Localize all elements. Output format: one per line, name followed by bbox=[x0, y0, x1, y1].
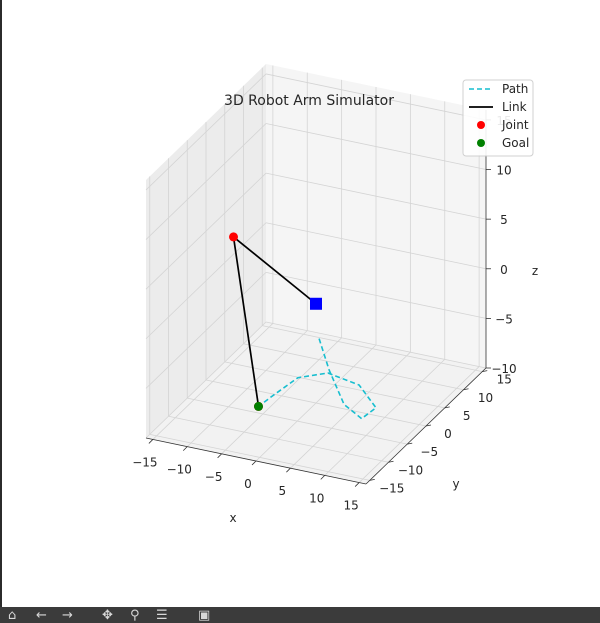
x-tick bbox=[286, 467, 291, 473]
legend: Path Link Joint Goal bbox=[462, 79, 534, 157]
chart-title: 3D Robot Arm Simulator bbox=[224, 93, 394, 109]
z-gridline-back bbox=[265, 271, 487, 319]
z-gridline-back bbox=[265, 172, 487, 220]
y-tick bbox=[407, 442, 413, 445]
y-tick bbox=[388, 460, 394, 463]
x-tick bbox=[354, 482, 360, 487]
y-gridline-floor bbox=[187, 397, 408, 445]
z-gridline-left bbox=[145, 272, 267, 389]
y-tick-label: 0 bbox=[444, 427, 452, 441]
y-tick-label: 5 bbox=[463, 409, 471, 423]
y-tick bbox=[369, 478, 375, 481]
figure-toolbar: ⌂ ← → ✥ ⚲ ☰ ▣ bbox=[0, 607, 600, 623]
y-tick-label: 10 bbox=[478, 391, 493, 405]
y-tick bbox=[463, 388, 469, 391]
x-tick-label: 10 bbox=[309, 491, 324, 505]
y-axis-label: y bbox=[452, 477, 459, 491]
legend-marker-swatch bbox=[477, 139, 485, 147]
y-gridline-floor bbox=[168, 415, 389, 463]
pan-icon[interactable]: ✥ bbox=[102, 608, 113, 623]
back-arrow-icon[interactable]: ← bbox=[36, 608, 47, 623]
axes-panes bbox=[146, 64, 486, 484]
link-segment bbox=[232, 236, 317, 305]
y-tick-label: −5 bbox=[420, 445, 438, 459]
legend-label: Link bbox=[502, 100, 527, 114]
goal-marker bbox=[254, 401, 263, 411]
zoom-icon[interactable]: ⚲ bbox=[130, 608, 140, 623]
z-axis-label: z bbox=[532, 264, 538, 278]
x-tick bbox=[182, 446, 188, 451]
legend-label: Goal bbox=[502, 136, 529, 150]
y-tick-label: −15 bbox=[379, 481, 404, 495]
x-tick-label: 5 bbox=[279, 484, 287, 498]
y-gridline-floor bbox=[243, 343, 464, 391]
x-tick bbox=[217, 453, 222, 459]
y-gridline-floor bbox=[262, 325, 483, 373]
plot-elements bbox=[229, 232, 378, 420]
z-gridline-left bbox=[145, 73, 267, 191]
y-tick bbox=[482, 370, 488, 373]
window-left-edge bbox=[0, 0, 2, 607]
x-tick-label: 15 bbox=[343, 499, 358, 513]
save-icon[interactable]: ▣ bbox=[198, 608, 211, 623]
y-gridline-floor bbox=[149, 433, 370, 481]
z-tick-label: 0 bbox=[500, 263, 508, 277]
y-gridline-floor bbox=[205, 379, 427, 427]
base-marker bbox=[310, 297, 322, 310]
path-line bbox=[258, 338, 378, 420]
z-tick-label: −10 bbox=[491, 362, 516, 376]
grid-lines bbox=[145, 65, 487, 483]
z-gridline-left bbox=[145, 172, 267, 290]
y-tick bbox=[425, 424, 432, 427]
link-segment bbox=[232, 236, 260, 407]
z-gridline-back bbox=[265, 222, 487, 270]
x-tick-label: −15 bbox=[132, 455, 157, 469]
y-tick-label: 15 bbox=[497, 373, 512, 387]
z-tick-label: 10 bbox=[496, 164, 511, 178]
x-tick-label: −10 bbox=[167, 463, 192, 477]
legend-label: Joint bbox=[501, 118, 529, 132]
y-tick bbox=[444, 406, 450, 409]
z-tick-label: −5 bbox=[495, 312, 513, 326]
z-gridline-back bbox=[265, 123, 487, 170]
x-tick bbox=[251, 460, 257, 466]
z-gridline-left bbox=[145, 123, 267, 240]
joint-marker bbox=[229, 232, 238, 242]
x-tick-label: 0 bbox=[244, 477, 252, 491]
x-tick-label: −5 bbox=[205, 470, 223, 484]
z-gridline-left bbox=[145, 222, 267, 340]
legend-marker-swatch bbox=[477, 121, 485, 129]
legend-label: Path bbox=[502, 82, 528, 96]
z-tick-label: 5 bbox=[500, 213, 508, 227]
x-axis-label: x bbox=[229, 511, 236, 525]
legend-box bbox=[462, 79, 534, 157]
configure-subplots-icon[interactable]: ☰ bbox=[156, 608, 168, 623]
x-tick bbox=[320, 475, 326, 480]
x-tick bbox=[148, 439, 154, 444]
z-gridline-back bbox=[265, 73, 487, 121]
forward-arrow-icon[interactable]: → bbox=[62, 608, 73, 623]
home-icon[interactable]: ⌂ bbox=[8, 608, 17, 623]
y-tick-label: −10 bbox=[398, 463, 423, 477]
z-gridline-left bbox=[145, 321, 267, 439]
z-gridline-back bbox=[265, 321, 487, 369]
